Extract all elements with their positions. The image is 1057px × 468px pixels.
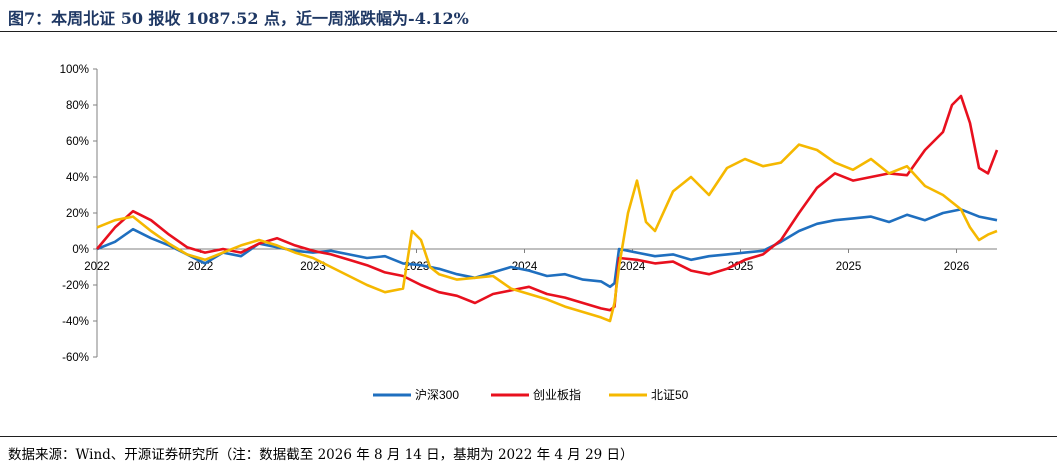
- y-tick-label: 40%: [66, 172, 89, 184]
- source-note: 数据来源：Wind、开源证券研究所（注：数据截至 2026 年 8 月 14 日…: [8, 447, 634, 463]
- series-line-1: [96, 94, 999, 312]
- y-tick-label: -40%: [62, 316, 89, 328]
- series-group: [96, 94, 999, 323]
- y-tick-label: -20%: [62, 280, 89, 292]
- x-tick-label: 2026: [944, 261, 970, 273]
- y-axis: 100% 80% 60% 40% 20% 0% -20% -40% -60%: [60, 64, 98, 364]
- y-tick-label: 80%: [66, 100, 89, 112]
- figure-title: 图7：本周北证 50 报收 1087.52 点，近一周涨跌幅为-4.12%: [8, 9, 469, 28]
- title-rule: [0, 31, 1057, 32]
- source-rule: [0, 436, 1057, 437]
- x-tick-label: 2022: [188, 261, 214, 273]
- x-tick-label: 2023: [300, 261, 326, 273]
- x-tick-label: 2024: [620, 261, 646, 273]
- legend-label-1: 创业板指: [533, 387, 581, 402]
- x-tick-label: 2022: [84, 261, 110, 273]
- y-tick-label: 20%: [66, 208, 89, 220]
- y-tick-label: 100%: [60, 64, 89, 76]
- legend-label-0: 沪深300: [415, 388, 459, 402]
- series-line-2: [96, 143, 998, 323]
- x-tick-label: 2025: [836, 261, 862, 273]
- legend: 沪深300 创业板指 北证50: [373, 387, 689, 402]
- y-tick-label: -60%: [62, 352, 89, 364]
- y-tick-label: 0%: [72, 244, 89, 256]
- y-tick-label: 60%: [66, 136, 89, 148]
- legend-label-2: 北证50: [651, 388, 689, 402]
